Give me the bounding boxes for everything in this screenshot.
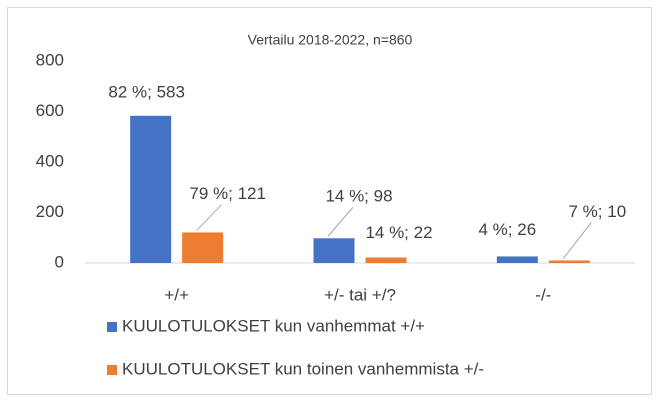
data-label: 14 %; 22 bbox=[365, 223, 432, 242]
legend-swatch bbox=[107, 365, 117, 375]
data-label: 82 %; 583 bbox=[108, 82, 185, 101]
chart-title: Vertailu 2018-2022, n=860 bbox=[248, 32, 413, 48]
bar bbox=[496, 256, 538, 263]
x-tick-label: -/- bbox=[535, 285, 551, 304]
legend-swatch bbox=[107, 322, 117, 332]
data-label: 4 %; 26 bbox=[479, 220, 537, 239]
y-tick-label: 0 bbox=[55, 252, 64, 271]
x-tick-label: +/- tai +/? bbox=[324, 285, 396, 304]
bar bbox=[182, 232, 224, 263]
y-tick-label: 600 bbox=[36, 101, 64, 120]
leader-line bbox=[196, 204, 223, 231]
legend-label: KUULOTULOKSET kun toinen vanhemmista +/- bbox=[122, 359, 484, 378]
leader-line bbox=[327, 206, 354, 237]
y-tick-label: 200 bbox=[36, 202, 64, 221]
legend-label: KUULOTULOKSET kun vanhemmat +/+ bbox=[122, 316, 425, 335]
data-label: 7 %; 10 bbox=[569, 202, 627, 221]
x-tick-label: +/+ bbox=[164, 285, 189, 304]
bar bbox=[313, 238, 355, 263]
y-tick-label: 400 bbox=[36, 151, 64, 170]
y-tick-label: 800 bbox=[36, 50, 64, 69]
bar bbox=[548, 260, 590, 263]
bar bbox=[130, 115, 172, 263]
bar bbox=[365, 257, 407, 263]
data-label: 14 %; 98 bbox=[325, 187, 392, 206]
leader-line bbox=[562, 222, 592, 259]
data-label: 79 %; 121 bbox=[189, 184, 266, 203]
